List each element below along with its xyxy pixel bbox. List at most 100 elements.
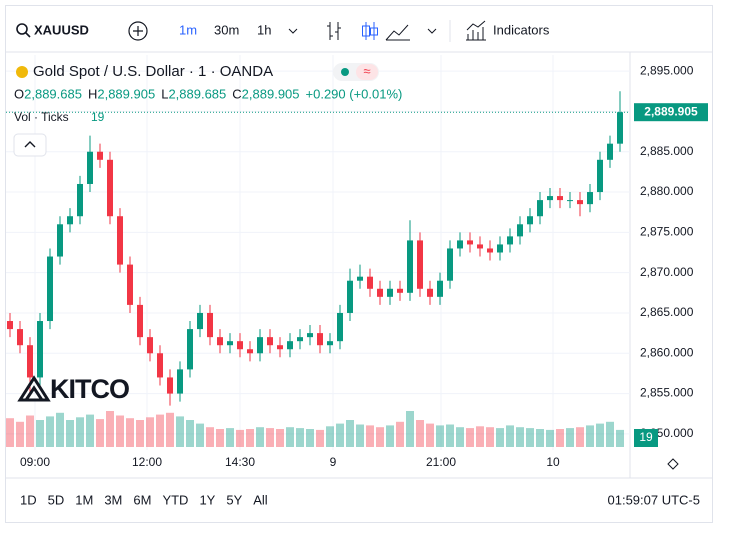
volume-bar — [596, 423, 604, 447]
candle-body — [557, 196, 563, 201]
volume-bar — [186, 420, 194, 447]
candle-body — [527, 216, 533, 225]
volume-bar — [146, 417, 154, 447]
change: +0.290 (+0.01%) — [306, 86, 403, 101]
candle-body — [57, 224, 63, 257]
candle-body — [107, 159, 113, 217]
range-button[interactable]: 6M — [133, 492, 151, 507]
volume-bar — [216, 429, 224, 447]
candle-body — [177, 369, 183, 394]
candle-body — [67, 216, 73, 225]
volume-bar — [96, 419, 104, 447]
candle-body — [257, 337, 263, 354]
volume-bar — [416, 420, 424, 447]
ohlc-value: 2,889.905 — [97, 86, 155, 101]
range-button[interactable]: 5D — [48, 492, 65, 507]
volume-bar — [366, 425, 374, 447]
candle-body — [357, 276, 363, 281]
ohlc-key: O — [14, 86, 24, 101]
volume-bar — [616, 429, 624, 447]
range-button[interactable]: 1D — [20, 492, 37, 507]
indicators-icon[interactable] — [466, 20, 486, 41]
x-tick-label: 9 — [330, 455, 337, 469]
volume-bar — [26, 415, 34, 447]
volume-bar — [226, 428, 234, 447]
bars-icon[interactable] — [327, 22, 341, 40]
last-price-tag — [634, 103, 708, 122]
y-tick-label: 2,895.000 — [640, 63, 694, 77]
volume-bar — [36, 420, 44, 447]
area-icon[interactable] — [385, 24, 410, 41]
range-button[interactable]: 1Y — [199, 492, 215, 507]
volume-bar — [506, 425, 514, 447]
candle-body — [297, 337, 303, 342]
volume-bar — [166, 412, 174, 447]
volume-bar — [576, 427, 584, 447]
y-tick-label: 2,870.000 — [640, 265, 694, 279]
candle-body — [437, 280, 443, 297]
interval-button[interactable]: 30m — [214, 22, 239, 37]
ohlc-key: L — [161, 86, 168, 101]
indicators-button[interactable]: Indicators — [493, 22, 550, 37]
plot: 2,895.0002,890.0002,885.0002,880.0002,87… — [6, 52, 708, 478]
range-button[interactable]: 5Y — [226, 492, 242, 507]
candle-body — [327, 341, 333, 346]
interval-dropdown[interactable] — [288, 28, 298, 34]
kitco-logo — [17, 375, 51, 402]
candle-body — [157, 353, 163, 378]
volume-bar — [46, 416, 54, 447]
candle-body — [387, 288, 393, 297]
x-tick-label: 12:00 — [132, 455, 162, 469]
search-icon[interactable] — [16, 23, 28, 35]
ohlc-value: 2,889.685 — [24, 86, 82, 101]
ohlc-key: C — [232, 86, 241, 101]
candle-body — [7, 321, 13, 330]
volume-bar — [296, 428, 304, 447]
volume-bar — [396, 421, 404, 447]
x-tick-label: 09:00 — [20, 455, 50, 469]
volume-bar — [346, 420, 354, 447]
x-tick-label: 21:00 — [426, 455, 456, 469]
delay-badge — [356, 64, 378, 80]
volume-bar — [436, 425, 444, 447]
candle-body — [597, 159, 603, 193]
volume-bar — [486, 427, 494, 447]
volume-tag — [634, 429, 658, 447]
footer: 1D 5D 1M 3M 6M YTD 1Y 5Y All — [20, 492, 268, 507]
volume-bar — [526, 428, 534, 447]
compare-button[interactable] — [128, 21, 148, 41]
candle-body — [617, 112, 623, 144]
range-button[interactable]: 3M — [104, 492, 122, 507]
interval-button[interactable]: 1h — [257, 22, 271, 37]
volume-bar — [446, 424, 454, 447]
settings-icon[interactable] — [667, 458, 679, 470]
candle-body — [77, 183, 83, 217]
chart-type-dropdown[interactable] — [427, 28, 437, 34]
candle-body — [267, 337, 273, 346]
widget-frame — [5, 5, 713, 523]
candle-body — [507, 236, 513, 245]
candle-body — [167, 377, 173, 394]
range-button[interactable]: All — [253, 492, 268, 507]
range-button[interactable]: 1M — [75, 492, 93, 507]
volume-bar — [176, 416, 184, 447]
candle-body — [207, 312, 213, 338]
range-button[interactable]: YTD — [162, 492, 188, 507]
volume-bar — [316, 429, 324, 447]
candles-icon[interactable] — [362, 22, 378, 40]
volume-bar — [126, 418, 134, 447]
candle-body — [217, 337, 223, 346]
candle-body — [197, 312, 203, 330]
interval-button[interactable]: 1m — [179, 22, 197, 37]
volume-bar — [326, 426, 334, 447]
symbol[interactable]: XAUUSD — [34, 22, 89, 37]
collapse-legend[interactable] — [13, 133, 47, 157]
volume-bar — [386, 425, 394, 447]
volume-bar — [86, 414, 94, 447]
candle-body — [397, 288, 403, 293]
volume-bar — [496, 428, 504, 447]
volume-tag-label: 19 — [639, 430, 653, 444]
candle-body — [427, 288, 433, 297]
candle-body — [17, 329, 23, 346]
volume-bar — [566, 428, 574, 447]
